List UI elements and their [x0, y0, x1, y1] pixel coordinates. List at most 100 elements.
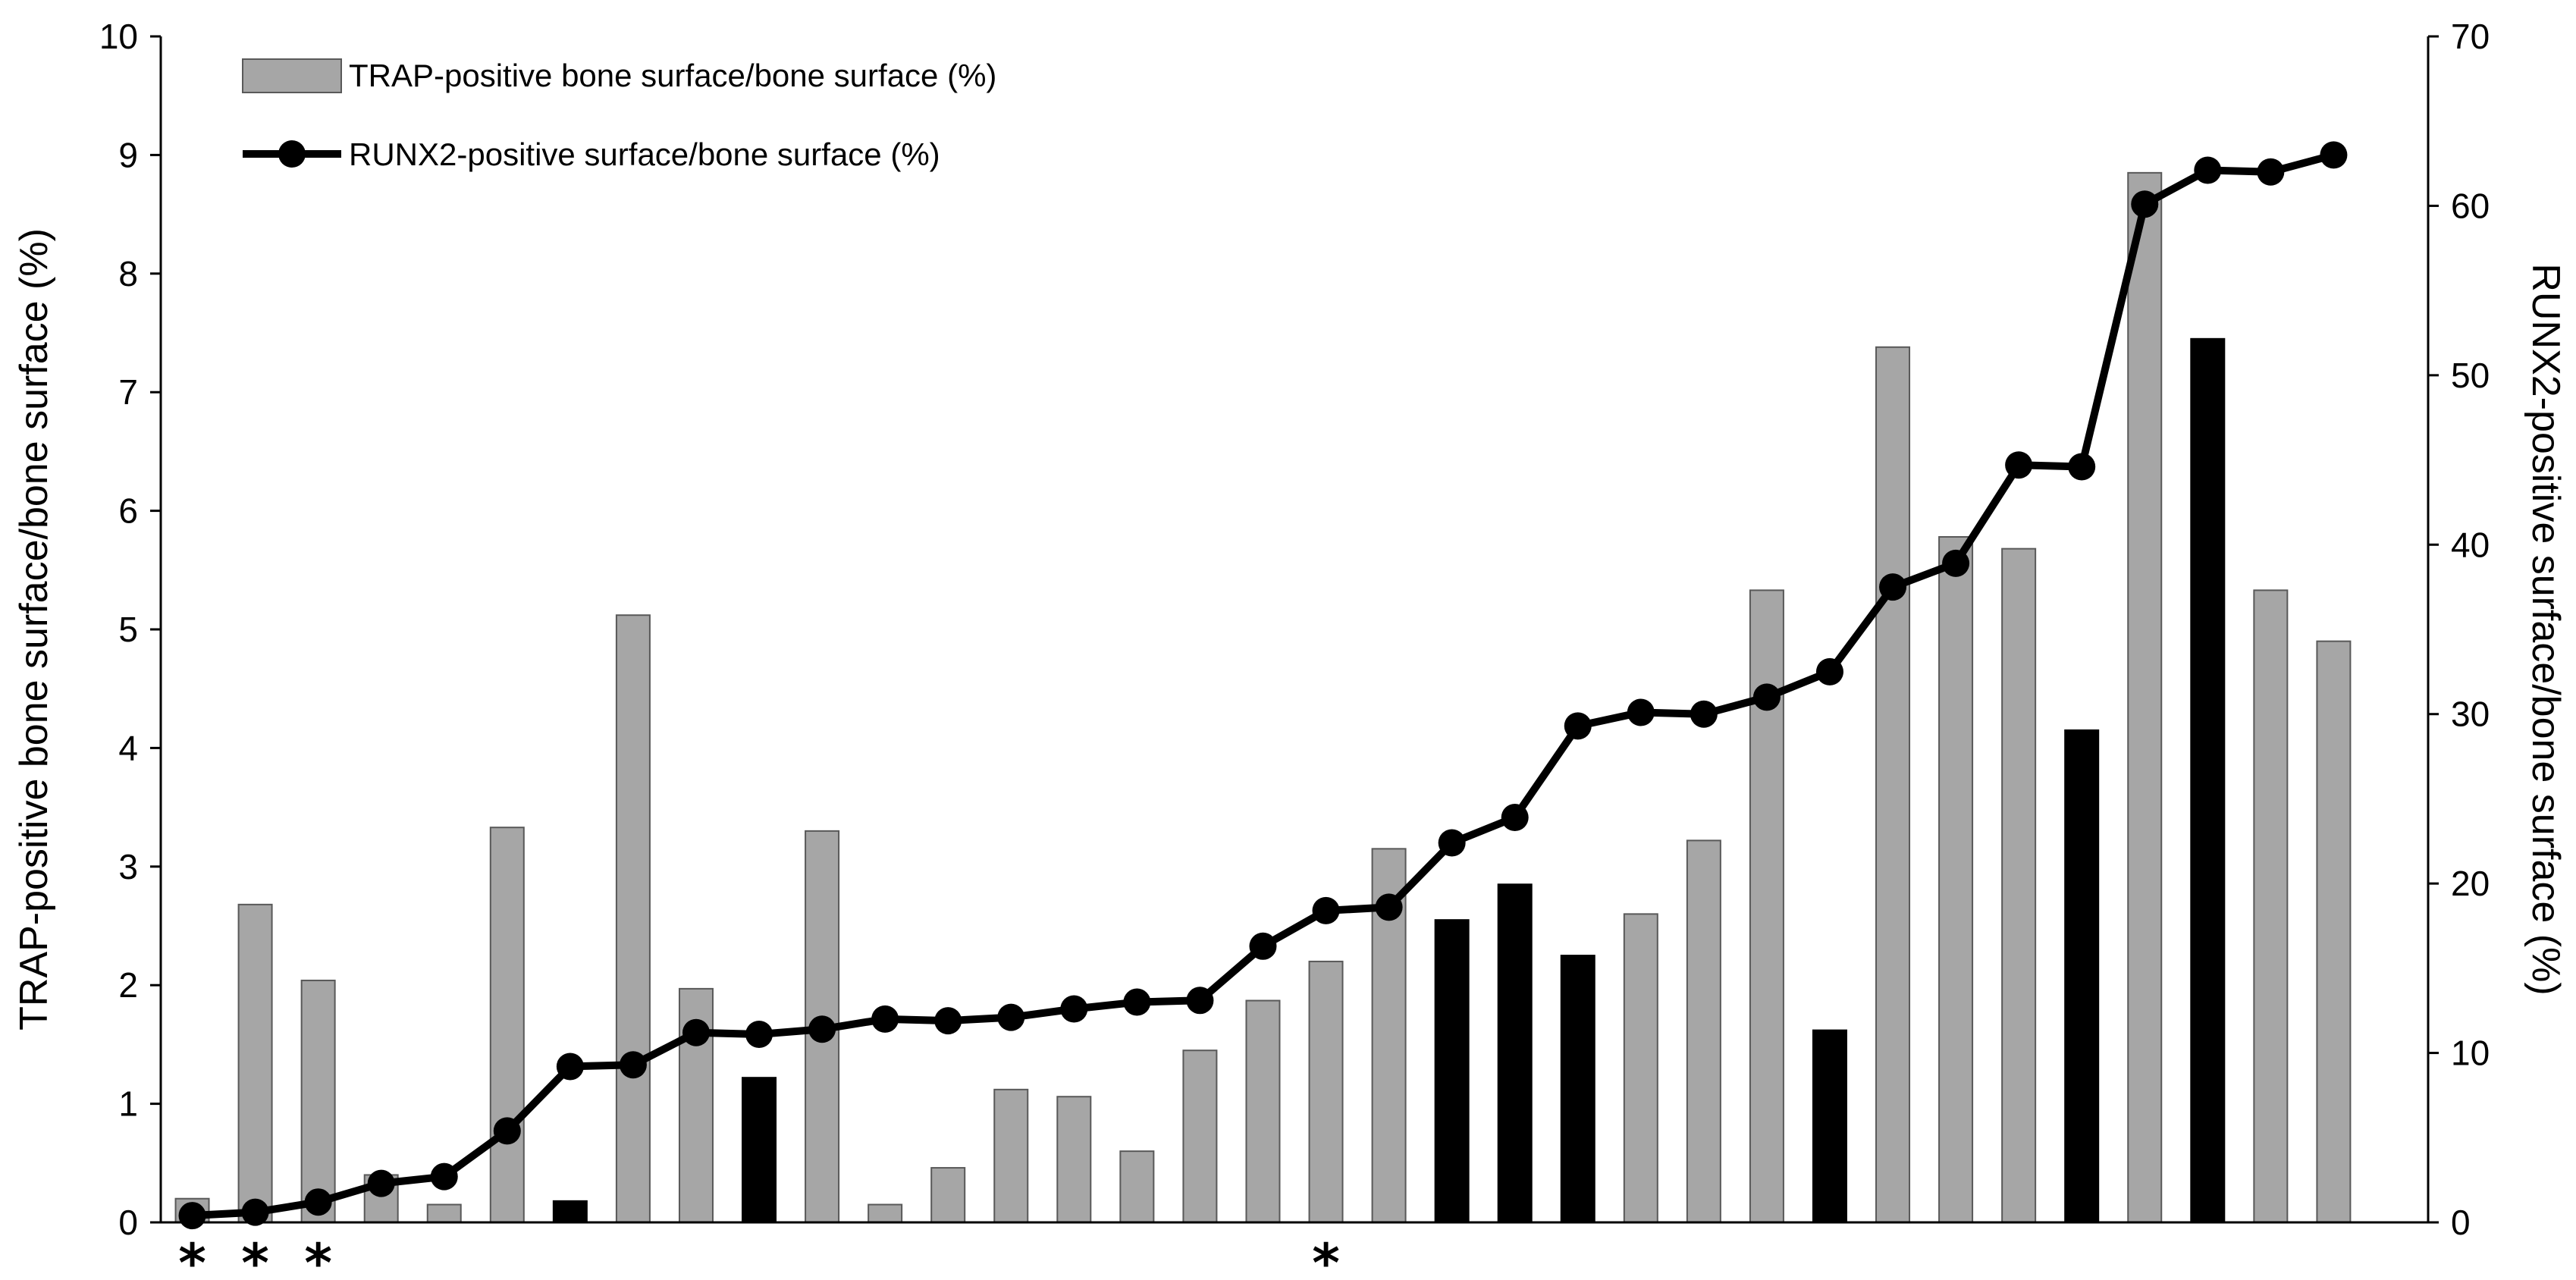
runx2-point [1752, 683, 1781, 711]
bar [489, 827, 525, 1223]
runx2-point [934, 1007, 962, 1035]
bar [2001, 547, 2037, 1223]
bar [1182, 1049, 1218, 1223]
runx2-point [1690, 700, 1718, 728]
runx2-point [2005, 451, 2033, 479]
runx2-point [871, 1005, 899, 1033]
runx2-point [2131, 190, 2159, 218]
left-tick-label: 8 [118, 254, 138, 293]
runx2-point [556, 1053, 584, 1081]
bar [1623, 913, 1658, 1223]
runx2-point [2320, 141, 2348, 169]
left-tick-label: 4 [118, 728, 138, 767]
bar [993, 1088, 1029, 1224]
runx2-point [1312, 896, 1340, 924]
runx2-point [1123, 988, 1151, 1016]
bar [2316, 640, 2352, 1223]
runx2-point [2068, 453, 2096, 481]
significance-star: * [1312, 1232, 1340, 1280]
left-tick-label: 0 [118, 1203, 138, 1242]
right-tick-label: 0 [2451, 1203, 2471, 1242]
left-tick-label: 1 [118, 1084, 138, 1124]
right-tick-label: 60 [2451, 186, 2490, 225]
legend: TRAP-positive bone surface/bone surface … [242, 58, 996, 172]
runx2-point [682, 1018, 710, 1046]
runx2-point [2194, 156, 2222, 184]
right-axis-title: RUNX2-positive surface/bone surface (%) [2524, 263, 2568, 995]
bars [174, 171, 2352, 1224]
significance-star: * [241, 1232, 269, 1280]
axes [159, 36, 2430, 1224]
bar [552, 1200, 588, 1224]
legend-label-runx2: RUNX2-positive surface/bone surface (%) [349, 136, 940, 172]
runx2-point [1815, 657, 1843, 685]
bar [2127, 171, 2163, 1224]
bar [1560, 955, 1595, 1223]
bar [1875, 346, 1911, 1224]
runx2-point [304, 1188, 332, 1216]
runx2-point [1249, 932, 1277, 960]
runx2-point [1564, 712, 1592, 740]
left-tick-label: 6 [118, 491, 138, 531]
runx2-point [745, 1020, 773, 1048]
bar [1245, 999, 1281, 1223]
left-axis-title: TRAP-positive bone surface/bone surface … [12, 228, 56, 1031]
runx2-point [178, 1202, 206, 1230]
left-tick-label: 7 [118, 372, 138, 412]
bar [1056, 1096, 1092, 1223]
runx2-point [430, 1162, 458, 1191]
bar [1497, 883, 1533, 1223]
left-axis-ticks: 0 1 2 3 4 5 6 7 8 9 10 [99, 17, 161, 1242]
right-tick-label: 10 [2451, 1034, 2490, 1073]
bar [2190, 337, 2226, 1224]
runx2-point [1060, 995, 1088, 1023]
bar [1938, 536, 1974, 1223]
bar [426, 1203, 462, 1224]
bar [300, 979, 336, 1223]
bar [1434, 919, 1470, 1224]
runx2-point [493, 1117, 521, 1145]
right-tick-label: 50 [2451, 356, 2490, 395]
runx2-line-series [178, 141, 2348, 1230]
bar [930, 1167, 966, 1224]
right-tick-label: 30 [2451, 695, 2490, 734]
bar [615, 614, 651, 1223]
legend-swatch-runx2-marker [278, 140, 306, 168]
runx2-point [2257, 158, 2285, 186]
runx2-point [619, 1051, 647, 1079]
runx2-point [1627, 698, 1655, 726]
runx2-point [241, 1198, 269, 1226]
runx2-point [1879, 573, 1907, 601]
bar [1119, 1150, 1155, 1224]
bar [1812, 1029, 1847, 1223]
right-tick-label: 20 [2451, 864, 2490, 903]
runx2-point [1375, 893, 1403, 921]
bar [237, 903, 273, 1224]
runx2-point [1501, 804, 1529, 832]
bar [1686, 839, 1721, 1223]
runx2-point [997, 1003, 1025, 1031]
bar [2253, 589, 2289, 1223]
runx2-point [1186, 987, 1214, 1015]
bar [742, 1077, 777, 1224]
legend-label-trap: TRAP-positive bone surface/bone surface … [349, 58, 996, 93]
left-tick-label: 2 [118, 965, 138, 1005]
right-tick-label: 40 [2451, 525, 2490, 564]
runx2-point [1438, 829, 1466, 857]
left-tick-label: 9 [118, 135, 138, 174]
significance-star: * [304, 1232, 332, 1280]
left-tick-label: 10 [99, 17, 138, 56]
significance-star: * [178, 1232, 206, 1280]
runx2-point [1942, 549, 1970, 577]
bar [2064, 729, 2100, 1223]
bar [1308, 960, 1344, 1224]
runx2-point [808, 1015, 836, 1043]
bar [868, 1203, 903, 1224]
runx2-point [367, 1169, 395, 1197]
right-axis-ticks: 0 10 20 30 40 50 60 70 [2428, 17, 2490, 1242]
left-tick-label: 3 [118, 847, 138, 886]
left-tick-label: 5 [118, 610, 138, 649]
legend-swatch-trap [242, 58, 342, 93]
right-tick-label: 70 [2451, 17, 2490, 56]
